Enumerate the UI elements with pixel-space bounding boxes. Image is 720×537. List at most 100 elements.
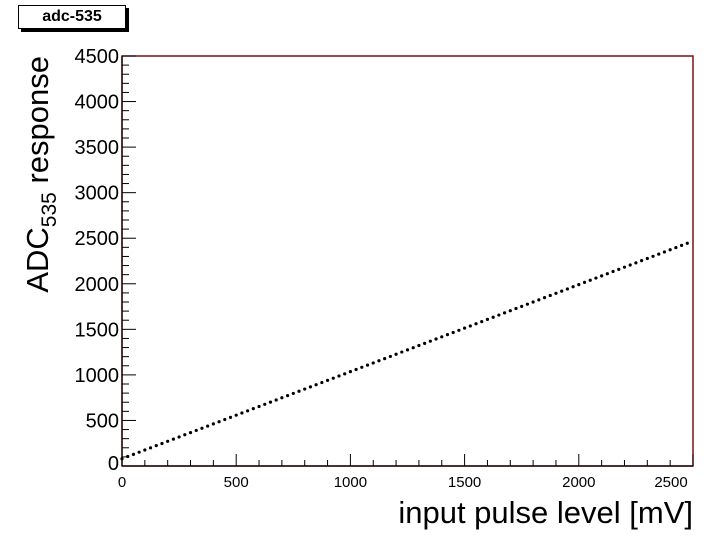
data-point: [531, 300, 535, 304]
data-point: [674, 245, 678, 250]
data-point: [502, 311, 507, 315]
data-point: [594, 276, 598, 280]
data-point: [217, 420, 221, 424]
data-point: [417, 343, 421, 348]
x-axis-title: input pulse level [mV]: [398, 495, 693, 530]
data-point: [662, 250, 667, 254]
data-point: [194, 428, 198, 433]
x-tick-label: 2500: [654, 474, 687, 491]
data-point: [148, 446, 153, 450]
y-axis-title: ADC535 response: [20, 56, 61, 293]
data-point: [348, 370, 352, 374]
data-point: [280, 396, 284, 400]
data-point: [622, 265, 627, 269]
y-tick-label: 0: [108, 453, 119, 475]
data-point: [605, 272, 609, 276]
data-point: [628, 263, 632, 267]
data-point: [274, 398, 278, 402]
data-point: [685, 241, 689, 245]
data-point: [640, 259, 644, 263]
tick-labels: 0 500 1000 1500 2000 2500 0 500 1000 1500 2000 2500…: [75, 46, 688, 491]
data-point: [343, 372, 347, 376]
data-point: [405, 348, 410, 352]
data-point: [525, 302, 530, 306]
data-point: [211, 422, 215, 426]
data-point: [240, 411, 244, 415]
data-point: [548, 293, 552, 298]
data-point: [337, 374, 341, 378]
y-tick-label: 1500: [75, 319, 120, 341]
y-tick-label: 4500: [75, 46, 120, 68]
data-point: [400, 350, 404, 354]
data-point: [560, 289, 564, 293]
data-point: [428, 339, 432, 343]
data-point: [634, 261, 638, 265]
data-point: [383, 356, 387, 361]
data-point: [285, 393, 290, 398]
data-point: [365, 363, 370, 367]
data-point: [183, 433, 187, 437]
data-point: [651, 254, 655, 258]
data-point: [291, 391, 295, 396]
data-point: [223, 417, 227, 422]
y-tick-label: 2000: [75, 274, 120, 296]
x-tick-label: 2000: [562, 474, 595, 491]
data-point: [582, 280, 587, 285]
data-point: [542, 296, 547, 300]
x-tick-label: 0: [118, 474, 126, 491]
data-point: [537, 298, 541, 302]
data-point: [257, 404, 261, 409]
data-points: [120, 241, 689, 461]
data-point: [143, 448, 147, 452]
data-point: [645, 256, 649, 261]
data-point: [360, 365, 364, 369]
data-point: [120, 457, 124, 461]
data-point: [520, 304, 524, 308]
data-point: [137, 450, 141, 454]
y-tick-label: 1000: [75, 365, 120, 387]
data-point: [394, 352, 398, 356]
data-point: [423, 341, 427, 345]
y-tick-label: 3500: [75, 137, 120, 159]
data-point: [588, 278, 592, 282]
axes: [121, 55, 694, 467]
data-point: [497, 313, 501, 317]
data-point: [268, 400, 273, 404]
x-tick-label: 1500: [448, 474, 481, 491]
data-point: [514, 306, 518, 311]
data-point: [308, 385, 313, 389]
data-point: [331, 376, 335, 380]
x-tick-label: 500: [224, 474, 249, 491]
data-point: [440, 335, 444, 339]
data-point: [126, 454, 130, 459]
data-point: [160, 441, 164, 446]
data-point: [251, 407, 255, 411]
data-point: [474, 322, 478, 326]
data-point: [177, 435, 181, 439]
x-tick-label: 1000: [334, 474, 367, 491]
data-point: [491, 315, 495, 319]
data-point: [166, 439, 170, 443]
data-point: [611, 269, 615, 274]
data-point: [297, 389, 301, 393]
y-tick-label: 500: [86, 410, 119, 432]
data-point: [468, 324, 472, 328]
data-point: [371, 361, 375, 365]
data-point: [131, 452, 136, 456]
data-point: [411, 346, 415, 350]
data-point: [206, 424, 210, 428]
data-point: [480, 319, 484, 324]
data-point: [485, 317, 490, 322]
data-point: [171, 437, 175, 441]
data-point: [377, 359, 381, 363]
data-point: [154, 444, 158, 448]
data-point: [320, 380, 324, 385]
data-point: [577, 282, 581, 287]
data-point: [565, 287, 569, 291]
data-point: [434, 337, 438, 341]
data-point: [617, 267, 621, 271]
data-point: [200, 426, 204, 430]
data-point: [463, 326, 467, 330]
data-point: [388, 354, 392, 359]
